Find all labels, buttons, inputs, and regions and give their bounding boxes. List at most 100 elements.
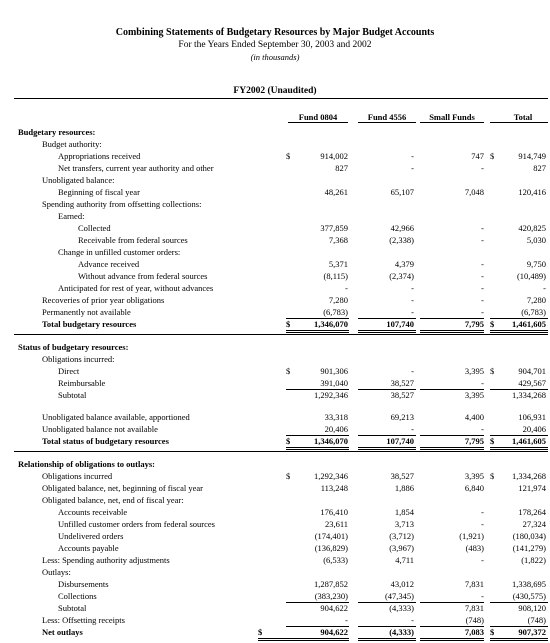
amount-cell: 1,334,268	[512, 471, 546, 481]
amount-cell: (430,575)	[512, 591, 546, 601]
amount-cell: -	[411, 424, 414, 434]
amount-cell: 33,318	[324, 412, 348, 422]
amount-cell: (1,921)	[459, 531, 484, 541]
amount-cell: 7,795	[464, 436, 484, 446]
table-row: Accounts payable (136,829) (3,967) (483) (14…	[0, 543, 550, 554]
amount-cell: 3,395	[464, 390, 484, 400]
table-row: Reimbursable 391,040 38,527 - 429,567	[0, 378, 550, 389]
amount-cell: -	[345, 615, 348, 625]
table-row: Change in unfilled customer orders:	[0, 247, 550, 258]
single-underline	[358, 602, 416, 603]
amount-cell: (748)	[465, 615, 484, 625]
table-row: Anticipated for rest of year, without ad…	[0, 283, 550, 294]
table-row: Spending authority from offsetting colle…	[0, 199, 550, 210]
row-label: Spending authority from offsetting colle…	[42, 199, 202, 209]
row-label: Receivable from federal sources	[78, 235, 188, 245]
amount-cell: 3,713	[394, 519, 414, 529]
row-label: Collections	[58, 591, 97, 601]
amount-cell: 6,840	[464, 483, 484, 493]
table-row: Earned:	[0, 211, 550, 222]
row-label: Advance received	[78, 259, 140, 269]
header-rule	[14, 98, 548, 99]
amount-cell: 904,701	[518, 366, 546, 376]
dollar-sign: $	[258, 627, 263, 637]
amount-cell: -	[411, 615, 414, 625]
dollar-sign: $	[490, 436, 495, 446]
amount-cell: 7,795	[464, 319, 484, 329]
amount-cell: 106,931	[518, 412, 546, 422]
dollar-sign: $	[286, 366, 291, 376]
amount-cell: 4,400	[464, 412, 484, 422]
amount-cell: -	[481, 591, 484, 601]
column-header-total: Total	[513, 112, 533, 122]
row-label: Accounts receivable	[58, 507, 128, 517]
amount-cell: 42,966	[390, 223, 414, 233]
amount-cell: -	[481, 307, 484, 317]
amount-cell: 38,527	[390, 390, 414, 400]
dollar-sign: $	[286, 151, 291, 161]
dollar-sign: $	[286, 319, 291, 329]
amount-cell: 901,306	[320, 366, 348, 376]
amount-cell: -	[543, 283, 546, 293]
table-row: Subtotal 904,622 (4,333) 7,831 908,120	[0, 603, 550, 614]
table-row: Disbursements 1,287,852 43,012 7,831 1,338,6…	[0, 579, 550, 590]
amount-cell: -	[481, 259, 484, 269]
amount-cell: 1,287,852	[314, 579, 348, 589]
table-row: Accounts receivable 176,410 1,854 - 178,264	[0, 507, 550, 518]
amount-cell: (4,333)	[389, 603, 414, 613]
amount-cell: 1,338,695	[512, 579, 546, 589]
row-label: Direct	[58, 366, 80, 376]
table-row: Budgetary resources:	[0, 127, 550, 138]
amount-cell: 391,040	[320, 378, 348, 388]
amount-cell: (6,783)	[521, 307, 546, 317]
single-underline	[420, 318, 484, 319]
double-underline	[420, 330, 484, 333]
single-underline	[490, 389, 548, 390]
amount-cell: 1,886	[394, 483, 414, 493]
amount-cell: (2,338)	[389, 235, 414, 245]
row-label: Outlays:	[42, 567, 71, 577]
single-underline	[420, 389, 484, 390]
amount-cell: 914,002	[320, 151, 348, 161]
amount-cell: 420,825	[518, 223, 546, 233]
amount-cell: -	[481, 283, 484, 293]
row-label: Total budgetary resources	[42, 319, 137, 329]
row-label: Collected	[78, 223, 111, 233]
amount-cell: (6,533)	[323, 555, 348, 565]
amount-cell: (4,333)	[389, 627, 414, 637]
amount-cell: 5,371	[328, 259, 348, 269]
row-label: Accounts payable	[58, 543, 119, 553]
single-underline	[420, 602, 484, 603]
single-underline	[358, 626, 416, 627]
amount-cell: (748)	[527, 615, 546, 625]
amount-cell: (3,967)	[389, 543, 414, 553]
single-underline	[490, 626, 548, 627]
amount-cell: 377,859	[320, 223, 348, 233]
single-underline	[420, 435, 484, 436]
dollar-sign: $	[286, 436, 291, 446]
amount-cell: 69,213	[390, 412, 414, 422]
table-row: Receivable from federal sources 7,368 (2,3…	[0, 235, 550, 246]
section-rule	[14, 334, 548, 335]
row-label: Obligations incurred	[42, 471, 113, 481]
table-row: Collected 377,859 42,966 - 420,825	[0, 223, 550, 234]
amount-cell: (3,712)	[389, 531, 414, 541]
column-header-underline	[420, 122, 484, 123]
row-label: Earned:	[58, 211, 85, 221]
amount-cell: 1,461,605	[512, 436, 546, 446]
row-label: Undelivered orders	[58, 531, 124, 541]
table-row: Subtotal 1,292,346 38,527 3,395 1,334,268	[0, 390, 550, 401]
amount-cell: 914,749	[518, 151, 546, 161]
table-row: Recoveries of prior year obligations 7,28…	[0, 295, 550, 306]
amount-cell: 7,048	[464, 187, 484, 197]
statement-title: Combining Statements of Budgetary Resour…	[115, 27, 435, 38]
amount-cell: -	[481, 223, 484, 233]
dollar-sign: $	[490, 366, 495, 376]
amount-cell: 1,346,070	[314, 319, 348, 329]
amount-cell: 43,012	[390, 579, 414, 589]
table-row: Total status of budgetary resources $ $1,3…	[0, 436, 550, 447]
amount-cell: 429,567	[518, 378, 546, 388]
amount-cell: -	[411, 295, 414, 305]
amount-cell: -	[481, 555, 484, 565]
table-row: Unobligated balance available, apportion…	[0, 412, 550, 423]
